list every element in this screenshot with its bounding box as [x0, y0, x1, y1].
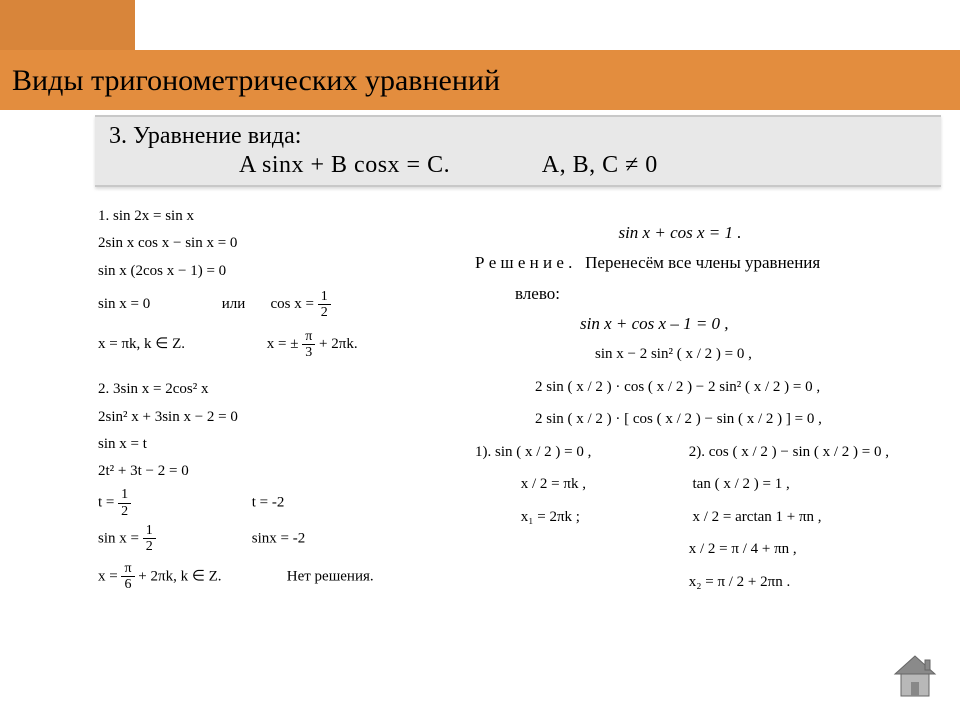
case2-label: 2). cos ( x / 2 ) − sin ( x / 2 ) = 0 ,	[689, 444, 889, 460]
problem2-t-row: t = 12 t = -2	[98, 487, 458, 519]
home-button[interactable]	[892, 654, 938, 698]
problem1-line: 2sin x cos x − sin x = 0	[98, 232, 458, 255]
problem1-line: sin x (2cos x − 1) = 0	[98, 260, 458, 283]
s1: sin x = 12	[98, 523, 248, 555]
frac-num: 1	[143, 523, 156, 539]
frac-den: 3	[302, 345, 315, 360]
sol-left: x = πk, k ∈ Z.	[98, 333, 263, 356]
accent-strip	[0, 0, 135, 50]
frac-den: 6	[121, 577, 134, 592]
cases-step: x / 2 = πk , tan ( x / 2 ) = 1 ,	[475, 470, 955, 499]
ans1: x = π6 + 2πk, k ∈ Z.	[98, 561, 283, 593]
frac-num: 1	[118, 487, 131, 503]
expr-text: sin x =	[98, 530, 143, 546]
expr-text: x = ±	[267, 336, 302, 352]
split-or: или	[222, 293, 267, 316]
problem1-solutions: x = πk, k ∈ Z. x = ± π3 + 2πk.	[98, 329, 458, 361]
home-icon	[892, 654, 938, 698]
subtitle-line2: A sinx + B cosx = C. A, B, C ≠ 0	[109, 152, 927, 179]
subtitle-cond: A, B, C ≠ 0	[542, 152, 658, 178]
subtitle-panel: 3. Уравнение вида: A sinx + B cosx = C. …	[95, 115, 941, 187]
cases-step: x₂ = π / 2 + 2πn .	[475, 568, 955, 597]
case2-step: x₂ = π / 2 + 2πn .	[689, 574, 790, 590]
case2-step: tan ( x / 2 ) = 1 ,	[693, 476, 790, 492]
expr-text: + 2πk, k ∈ Z.	[138, 568, 221, 584]
split-right: cos x = 12	[271, 296, 331, 312]
no-solution: Нет решения.	[287, 568, 374, 584]
expr-text: sin x + cos x = 1 .	[618, 223, 741, 242]
frac-num: π	[121, 561, 134, 577]
expr-text: x =	[98, 568, 121, 584]
fraction: 12	[118, 487, 131, 519]
cases-step: x / 2 = π / 4 + πn ,	[475, 535, 955, 564]
problem2-sin-row: sin x = 12 sinx = -2	[98, 523, 458, 555]
frac-den: 2	[118, 504, 131, 519]
right-bottom-block: sin x − 2 sin² ( x / 2 ) = 0 , 2 sin ( x…	[475, 340, 955, 600]
deriv-line: 2 sin ( x / 2 ) · [ cos ( x / 2 ) − sin …	[475, 405, 955, 434]
slide-title: Виды тригонометрических уравнений	[12, 64, 500, 97]
t1: t = 12	[98, 487, 248, 519]
sol-right: x = ± π3 + 2πk.	[267, 336, 358, 352]
deriv-line: sin x − 2 sin² ( x / 2 ) = 0 ,	[475, 340, 955, 369]
slide-title-bar: Виды тригонометрических уравнений	[0, 50, 960, 110]
solution-text1: Перенесём все члены уравнения	[585, 253, 820, 272]
case2-step: x / 2 = π / 4 + πn ,	[689, 541, 797, 557]
s2: sinx = -2	[252, 530, 305, 546]
solution-text2: влево:	[475, 281, 945, 307]
example-eq: sin x + cos x = 1 .	[475, 220, 945, 246]
left-column: 1. sin 2x = sin x 2sin x cos x − sin x =…	[98, 205, 458, 597]
problem1-split: sin x = 0 или cos x = 12	[98, 289, 458, 321]
frac-den: 2	[318, 305, 331, 320]
solution-label: Р е ш е н и е .	[475, 253, 572, 272]
cases-step: x₁ = 2πk ; x / 2 = arctan 1 + πn ,	[475, 503, 955, 532]
frac-den: 2	[143, 539, 156, 554]
problem2-line: sin x = t	[98, 433, 458, 456]
frac-num: π	[302, 329, 315, 345]
right-top-block: sin x + cos x = 1 . Р е ш е н и е . Пере…	[475, 220, 945, 341]
solution-line: Р е ш е н и е . Перенесём все члены урав…	[475, 250, 945, 276]
t2: t = -2	[252, 495, 285, 511]
problem2-line: 2sin² x + 3sin x − 2 = 0	[98, 406, 458, 429]
expr-text: t =	[98, 495, 118, 511]
fraction: 12	[143, 523, 156, 555]
problem1-line: 1. sin 2x = sin x	[98, 205, 458, 228]
expr-text: sin x + cos x – 1 = 0 ,	[580, 314, 729, 333]
fraction: π6	[121, 561, 134, 593]
deriv-line: 2 sin ( x / 2 ) · cos ( x / 2 ) − 2 sin²…	[475, 373, 955, 402]
cases-row: 1). sin ( x / 2 ) = 0 , 2). cos ( x / 2 …	[475, 438, 955, 467]
case1-step: x₁ = 2πk ;	[521, 503, 689, 532]
subtitle-line1: 3. Уравнение вида:	[109, 123, 927, 150]
example-eq2: sin x + cos x – 1 = 0 ,	[475, 311, 945, 337]
frac-num: 1	[318, 289, 331, 305]
case1-step: x / 2 = πk ,	[521, 470, 689, 499]
problem2-line: 2t² + 3t − 2 = 0	[98, 460, 458, 483]
case1-label: 1). sin ( x / 2 ) = 0 ,	[475, 438, 685, 467]
split-left: sin x = 0	[98, 293, 218, 316]
expr-text: cos x =	[271, 296, 318, 312]
case2-step: x / 2 = arctan 1 + πn ,	[693, 509, 822, 525]
problem2-line: 2. 3sin x = 2cos² x	[98, 378, 458, 401]
fraction: π3	[302, 329, 315, 361]
fraction: 12	[318, 289, 331, 321]
expr-text: + 2πk.	[319, 336, 358, 352]
problem2-answer-row: x = π6 + 2πk, k ∈ Z. Нет решения.	[98, 561, 458, 593]
subtitle-eq: A sinx + B cosx = C.	[239, 152, 450, 178]
